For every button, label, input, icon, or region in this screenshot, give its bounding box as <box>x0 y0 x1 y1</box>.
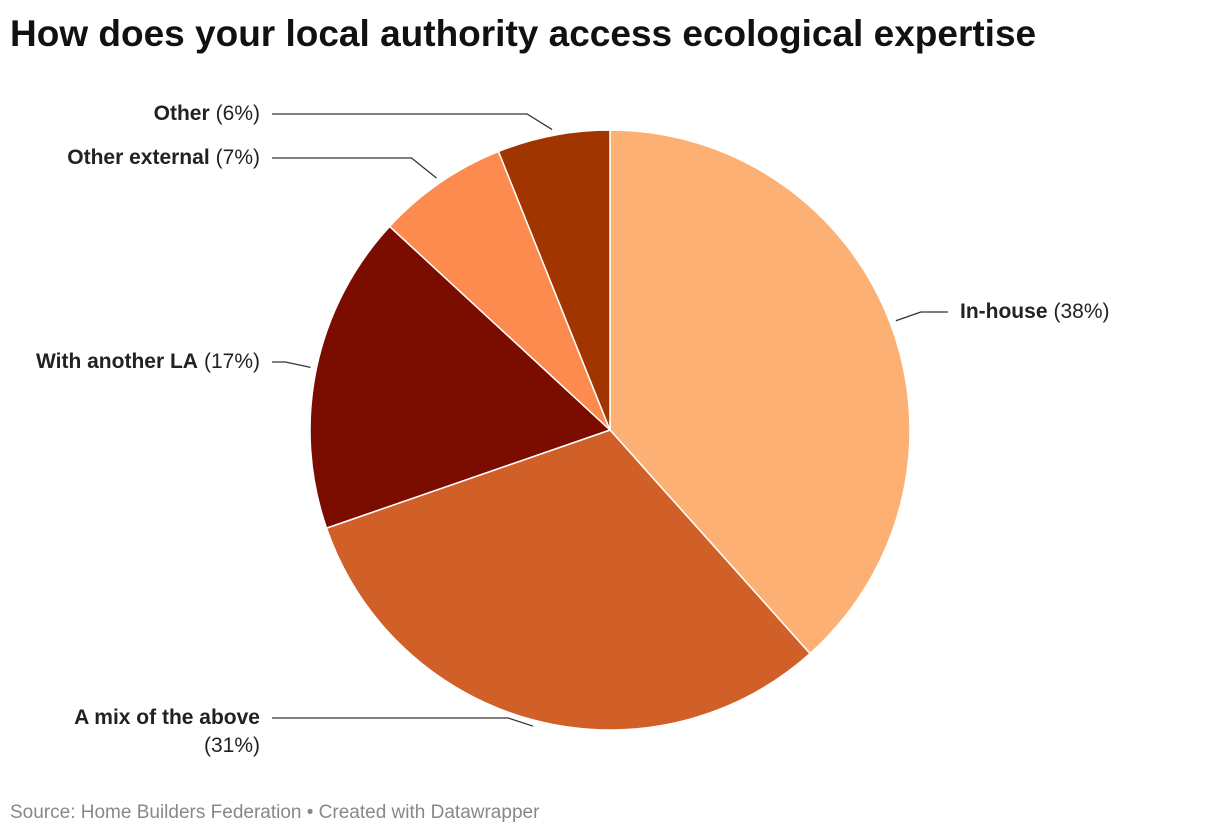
leader-line <box>272 361 311 368</box>
pie-slice <box>609 129 911 655</box>
pie-slice <box>497 129 611 431</box>
slice-label: A mix of the above (31%) <box>74 706 260 757</box>
category-label: With another LA <box>36 350 198 373</box>
value-label: (17%) <box>204 350 260 373</box>
category-label: A mix of the above <box>74 706 260 729</box>
leader-line <box>272 717 534 727</box>
pie-slice <box>388 150 611 431</box>
pie-slice <box>325 429 812 731</box>
value-label: (38%) <box>1054 300 1110 323</box>
slice-label: In-house (38%) <box>960 300 1110 323</box>
leader-line <box>895 311 948 322</box>
category-label: In-house <box>960 300 1048 323</box>
value-label: (6%) <box>216 102 260 125</box>
value-label: (31%) <box>204 734 260 757</box>
leader-line <box>272 113 553 131</box>
slice-label: Other external (7%) <box>67 146 260 169</box>
leader-line <box>272 157 437 179</box>
pie-slice <box>309 225 612 530</box>
value-label: (7%) <box>216 146 260 169</box>
category-label: Other <box>154 102 210 125</box>
slice-label: Other (6%) <box>154 102 260 125</box>
slice-label: With another LA (17%) <box>36 350 260 373</box>
category-label: Other external <box>67 146 209 169</box>
chart-title: How does your local authority access eco… <box>10 13 1036 54</box>
source-note: Source: Home Builders Federation • Creat… <box>10 802 540 823</box>
